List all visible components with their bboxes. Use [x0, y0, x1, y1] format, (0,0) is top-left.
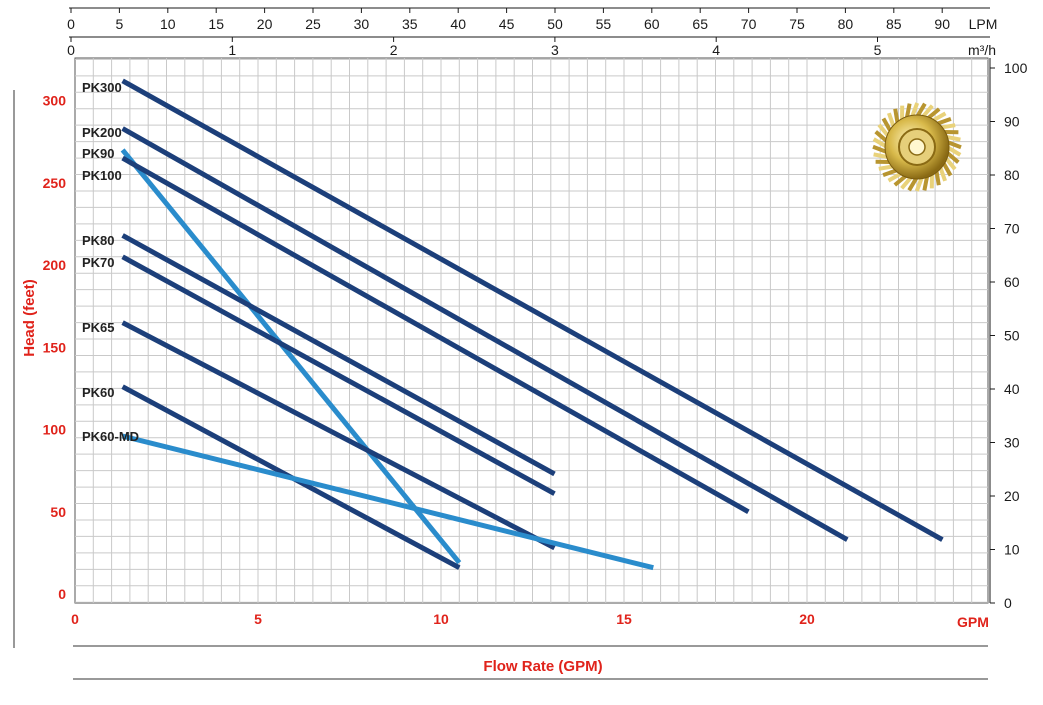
x-tick-label: 20 [799, 611, 815, 627]
right-tick-label: 100 [1004, 60, 1028, 76]
right-tick-label: 90 [1004, 114, 1020, 130]
x-tick-label: 10 [433, 611, 449, 627]
series-label-pk90: PK90 [82, 146, 115, 161]
right-axis: 0 10 20 30 40 50 60 70 80 90 100 [990, 58, 1028, 611]
m3h-tick-label: 2 [390, 42, 398, 58]
bottom-axis: 0 5 10 15 20 GPM Flow Rate (GPM) [71, 611, 989, 679]
m3h-unit-label: m³/h [968, 42, 996, 58]
x-axis-title: Flow Rate (GPM) [483, 658, 602, 675]
lpm-tick-label: 80 [838, 16, 854, 32]
right-tick-label: 10 [1004, 542, 1020, 558]
series-label-pk60-md: PK60-MD [82, 429, 139, 444]
lpm-tick-label: 30 [354, 16, 370, 32]
lpm-tick-label: 65 [692, 16, 708, 32]
lpm-tick-label: 60 [644, 16, 660, 32]
x-tick-label: 0 [71, 611, 79, 627]
lpm-tick-label: 85 [886, 16, 902, 32]
lpm-tick-label: 55 [596, 16, 612, 32]
grid [75, 58, 988, 603]
series-label-pk60: PK60 [82, 385, 115, 400]
right-tick-label: 50 [1004, 328, 1020, 344]
right-tick-label: 70 [1004, 221, 1020, 237]
y-axis-title: Head (feet) [21, 279, 38, 357]
y-tick-label: 250 [43, 175, 67, 191]
lpm-tick-label: 5 [116, 16, 124, 32]
series-label-pk300: PK300 [82, 80, 122, 95]
series-label-pk80: PK80 [82, 233, 115, 248]
lpm-tick-label: 25 [305, 16, 321, 32]
y-tick-label: 50 [50, 504, 66, 520]
lpm-unit-label: LPM [969, 16, 998, 32]
y-tick-label: 300 [43, 93, 67, 109]
impeller-bore [909, 139, 925, 155]
y-tick-label: 0 [58, 586, 66, 602]
left-axis: 0 50 100 150 200 250 300 Head (feet) [14, 90, 66, 648]
lpm-tick-label: 90 [934, 16, 950, 32]
lpm-tick-label: 45 [499, 16, 515, 32]
m3h-tick-label: 0 [67, 42, 75, 58]
series-label-pk70: PK70 [82, 255, 115, 270]
lpm-tick-label: 15 [208, 16, 224, 32]
lpm-tick-label: 0 [67, 16, 75, 32]
right-tick-label: 80 [1004, 167, 1020, 183]
right-tick-label: 20 [1004, 488, 1020, 504]
m3h-tick-label: 4 [712, 42, 720, 58]
right-tick-label: 0 [1004, 595, 1012, 611]
series-label-pk200: PK200 [82, 125, 122, 140]
x-tick-label: 15 [616, 611, 632, 627]
right-tick-label: 30 [1004, 435, 1020, 451]
m3h-tick-label: 1 [228, 42, 236, 58]
x-unit-label: GPM [957, 614, 989, 630]
lpm-tick-label: 70 [741, 16, 757, 32]
lpm-tick-label: 10 [160, 16, 176, 32]
lpm-tick-label: 40 [450, 16, 466, 32]
lpm-tick-label: 75 [789, 16, 805, 32]
series-label-pk100: PK100 [82, 168, 122, 183]
lpm-tick-label: 35 [402, 16, 418, 32]
lpm-tick-label: 20 [257, 16, 273, 32]
lpm-tick-label: 50 [547, 16, 563, 32]
right-tick-label: 60 [1004, 274, 1020, 290]
series-label-pk65: PK65 [82, 320, 115, 335]
y-tick-label: 100 [43, 422, 67, 438]
y-tick-label: 200 [43, 257, 67, 273]
m3h-tick-label: 3 [551, 42, 559, 58]
y-tick-label: 150 [43, 339, 67, 355]
right-tick-label: 40 [1004, 381, 1020, 397]
x-tick-label: 5 [254, 611, 262, 627]
m3h-tick-label: 5 [874, 42, 882, 58]
plot-area [75, 58, 988, 603]
